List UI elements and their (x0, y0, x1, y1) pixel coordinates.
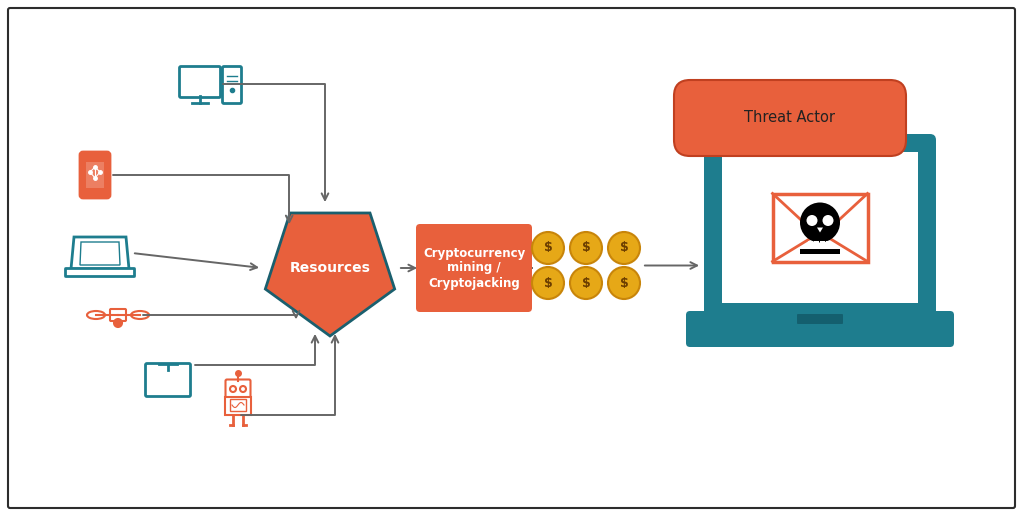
Text: Resources: Resources (290, 261, 371, 275)
Text: $: $ (582, 241, 591, 254)
Text: $: $ (544, 277, 552, 289)
FancyBboxPatch shape (808, 240, 813, 249)
Ellipse shape (131, 311, 150, 319)
Circle shape (800, 202, 840, 243)
FancyBboxPatch shape (179, 67, 220, 98)
FancyBboxPatch shape (145, 363, 190, 396)
Circle shape (608, 232, 640, 264)
FancyBboxPatch shape (686, 311, 954, 347)
Ellipse shape (87, 311, 105, 319)
FancyBboxPatch shape (800, 249, 840, 253)
FancyBboxPatch shape (772, 194, 867, 262)
Polygon shape (817, 228, 823, 233)
Circle shape (240, 386, 246, 392)
FancyBboxPatch shape (8, 8, 1015, 508)
FancyBboxPatch shape (797, 314, 843, 324)
Circle shape (532, 232, 564, 264)
Circle shape (608, 267, 640, 299)
FancyBboxPatch shape (80, 152, 110, 198)
Text: $: $ (620, 241, 629, 254)
Polygon shape (265, 213, 394, 336)
Polygon shape (71, 237, 129, 269)
Circle shape (532, 267, 564, 299)
Circle shape (807, 215, 817, 226)
Circle shape (230, 386, 236, 392)
FancyBboxPatch shape (66, 268, 134, 277)
Circle shape (570, 267, 602, 299)
Text: Cryptocurrency
mining /
Cryptojacking: Cryptocurrency mining / Cryptojacking (423, 247, 525, 289)
Text: $: $ (544, 241, 552, 254)
FancyBboxPatch shape (820, 240, 825, 249)
FancyBboxPatch shape (86, 162, 104, 188)
Polygon shape (80, 242, 120, 265)
Text: $: $ (582, 277, 591, 289)
Text: Threat Actor: Threat Actor (744, 110, 836, 125)
FancyBboxPatch shape (826, 240, 831, 249)
Circle shape (114, 319, 122, 327)
FancyBboxPatch shape (230, 399, 246, 411)
Text: $: $ (620, 277, 629, 289)
FancyBboxPatch shape (674, 80, 906, 156)
FancyBboxPatch shape (416, 224, 532, 312)
Circle shape (570, 232, 602, 264)
FancyBboxPatch shape (705, 134, 936, 321)
FancyBboxPatch shape (814, 240, 819, 249)
FancyBboxPatch shape (110, 309, 126, 321)
Circle shape (822, 215, 834, 226)
FancyBboxPatch shape (225, 379, 251, 398)
FancyBboxPatch shape (222, 67, 242, 104)
FancyBboxPatch shape (225, 397, 251, 415)
FancyBboxPatch shape (722, 152, 918, 303)
